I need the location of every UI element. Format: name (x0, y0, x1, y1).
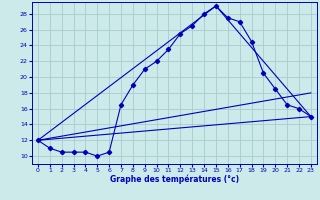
X-axis label: Graphe des températures (°c): Graphe des températures (°c) (110, 175, 239, 184)
